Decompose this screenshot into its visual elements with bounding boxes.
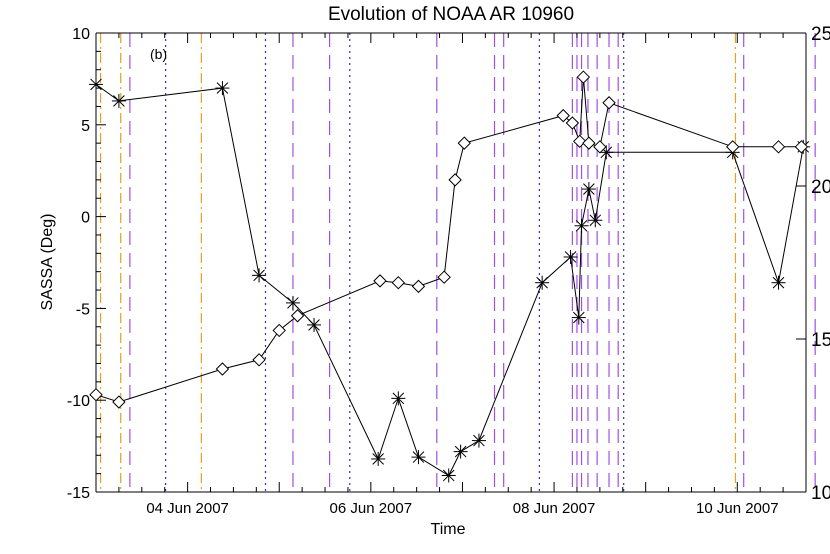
ticks: 04 Jun 2007 06 Jun 2007 08 Jun 2007 10 Jun …	[67, 24, 830, 517]
y-tick-label: 0	[81, 210, 90, 227]
asterisk-point	[285, 295, 300, 310]
diamond-point	[573, 134, 587, 149]
axes	[95, 32, 807, 493]
asterisk-point	[535, 275, 550, 290]
diamond-point	[112, 395, 126, 409]
diamond-point	[602, 96, 616, 110]
asterisk-stroke	[772, 276, 785, 289]
diamond-point	[556, 108, 570, 123]
asterisk-point	[471, 433, 486, 448]
diamond-point	[411, 279, 426, 294]
y2-tick-label: 25	[811, 24, 830, 45]
asterisk-point	[252, 268, 267, 283]
diamond-point	[565, 116, 580, 130]
diamond-point	[582, 136, 596, 150]
y2-tick-label: 15	[811, 330, 830, 351]
asterisk-stroke	[575, 219, 588, 232]
asterisk-point	[89, 77, 103, 92]
asterisk-stroke	[113, 95, 125, 107]
y2-tick-label: 20	[811, 177, 830, 198]
asterisk-stroke	[454, 445, 467, 458]
diamond-point	[771, 140, 786, 154]
asterisk-point	[371, 451, 386, 466]
diamond-point	[252, 353, 266, 367]
x-tick-label: 10 Jun 2007	[696, 500, 779, 517]
diamond-point	[290, 309, 305, 323]
series	[89, 70, 811, 483]
asterisk-point	[563, 249, 578, 264]
diamond-point	[215, 362, 230, 376]
y-tick-label: 10	[72, 26, 90, 43]
asterisk-stroke	[392, 392, 405, 405]
asterisk-point	[571, 310, 586, 325]
x-tick-label: 06 Jun 2007	[330, 500, 413, 517]
asterisk-stroke	[372, 453, 384, 465]
y2-tick-label: 10	[811, 483, 830, 504]
asterisk-point	[581, 182, 596, 197]
diamond-point	[448, 173, 462, 187]
asterisk-point	[307, 317, 322, 332]
asterisk-stroke	[572, 311, 585, 324]
y-axis-label: SASSA (Deg)	[39, 214, 56, 311]
asterisk-stroke	[442, 469, 455, 482]
asterisk-stroke	[589, 214, 602, 227]
asterisk-point	[588, 213, 603, 228]
y-tick-label: 5	[81, 118, 90, 135]
diamond-point	[593, 140, 607, 154]
asterisk-stroke	[308, 319, 320, 331]
y-tick-label: -15	[67, 485, 90, 502]
diamond-point	[794, 140, 809, 154]
asterisk-stroke	[473, 434, 485, 447]
diamond-point	[457, 136, 471, 150]
asterisk-stroke	[253, 269, 265, 282]
diamond-point	[373, 274, 387, 288]
asterisk-point	[391, 391, 406, 406]
y-tick-label: -10	[67, 393, 90, 410]
asterisk-stroke	[536, 276, 548, 289]
panel-label: (b)	[150, 46, 167, 62]
asterisk-stroke	[583, 183, 595, 195]
chart-title: Evolution of NOAA AR 10960	[328, 4, 574, 25]
diamond-point	[437, 270, 451, 284]
x-tick-label: 04 Jun 2007	[146, 500, 229, 517]
series-line-diamond	[95, 77, 802, 403]
x-axis-label: Time	[431, 521, 466, 538]
diamond-point	[89, 387, 103, 402]
diamond-point	[272, 323, 286, 338]
asterisk-point	[441, 468, 456, 483]
diamond-point	[726, 140, 740, 154]
asterisk-point	[453, 444, 468, 459]
diamond-point	[391, 275, 406, 290]
asterisk-stroke	[412, 451, 425, 463]
event-lines	[99, 33, 816, 492]
asterisk-point	[771, 275, 786, 290]
asterisk-stroke	[216, 82, 229, 94]
series-line-asterisk	[95, 83, 804, 477]
asterisk-point	[411, 450, 426, 465]
asterisk-stroke	[287, 297, 299, 309]
asterisk-stroke	[564, 251, 577, 263]
asterisk-stroke	[600, 146, 613, 159]
asterisk-point	[574, 218, 589, 233]
asterisk-stroke	[90, 78, 102, 91]
x-tick-label: 08 Jun 2007	[513, 500, 596, 517]
asterisk-point	[111, 93, 126, 108]
y-tick-label: -5	[76, 301, 90, 318]
diamond-point	[576, 70, 591, 84]
asterisk-point	[215, 81, 230, 96]
